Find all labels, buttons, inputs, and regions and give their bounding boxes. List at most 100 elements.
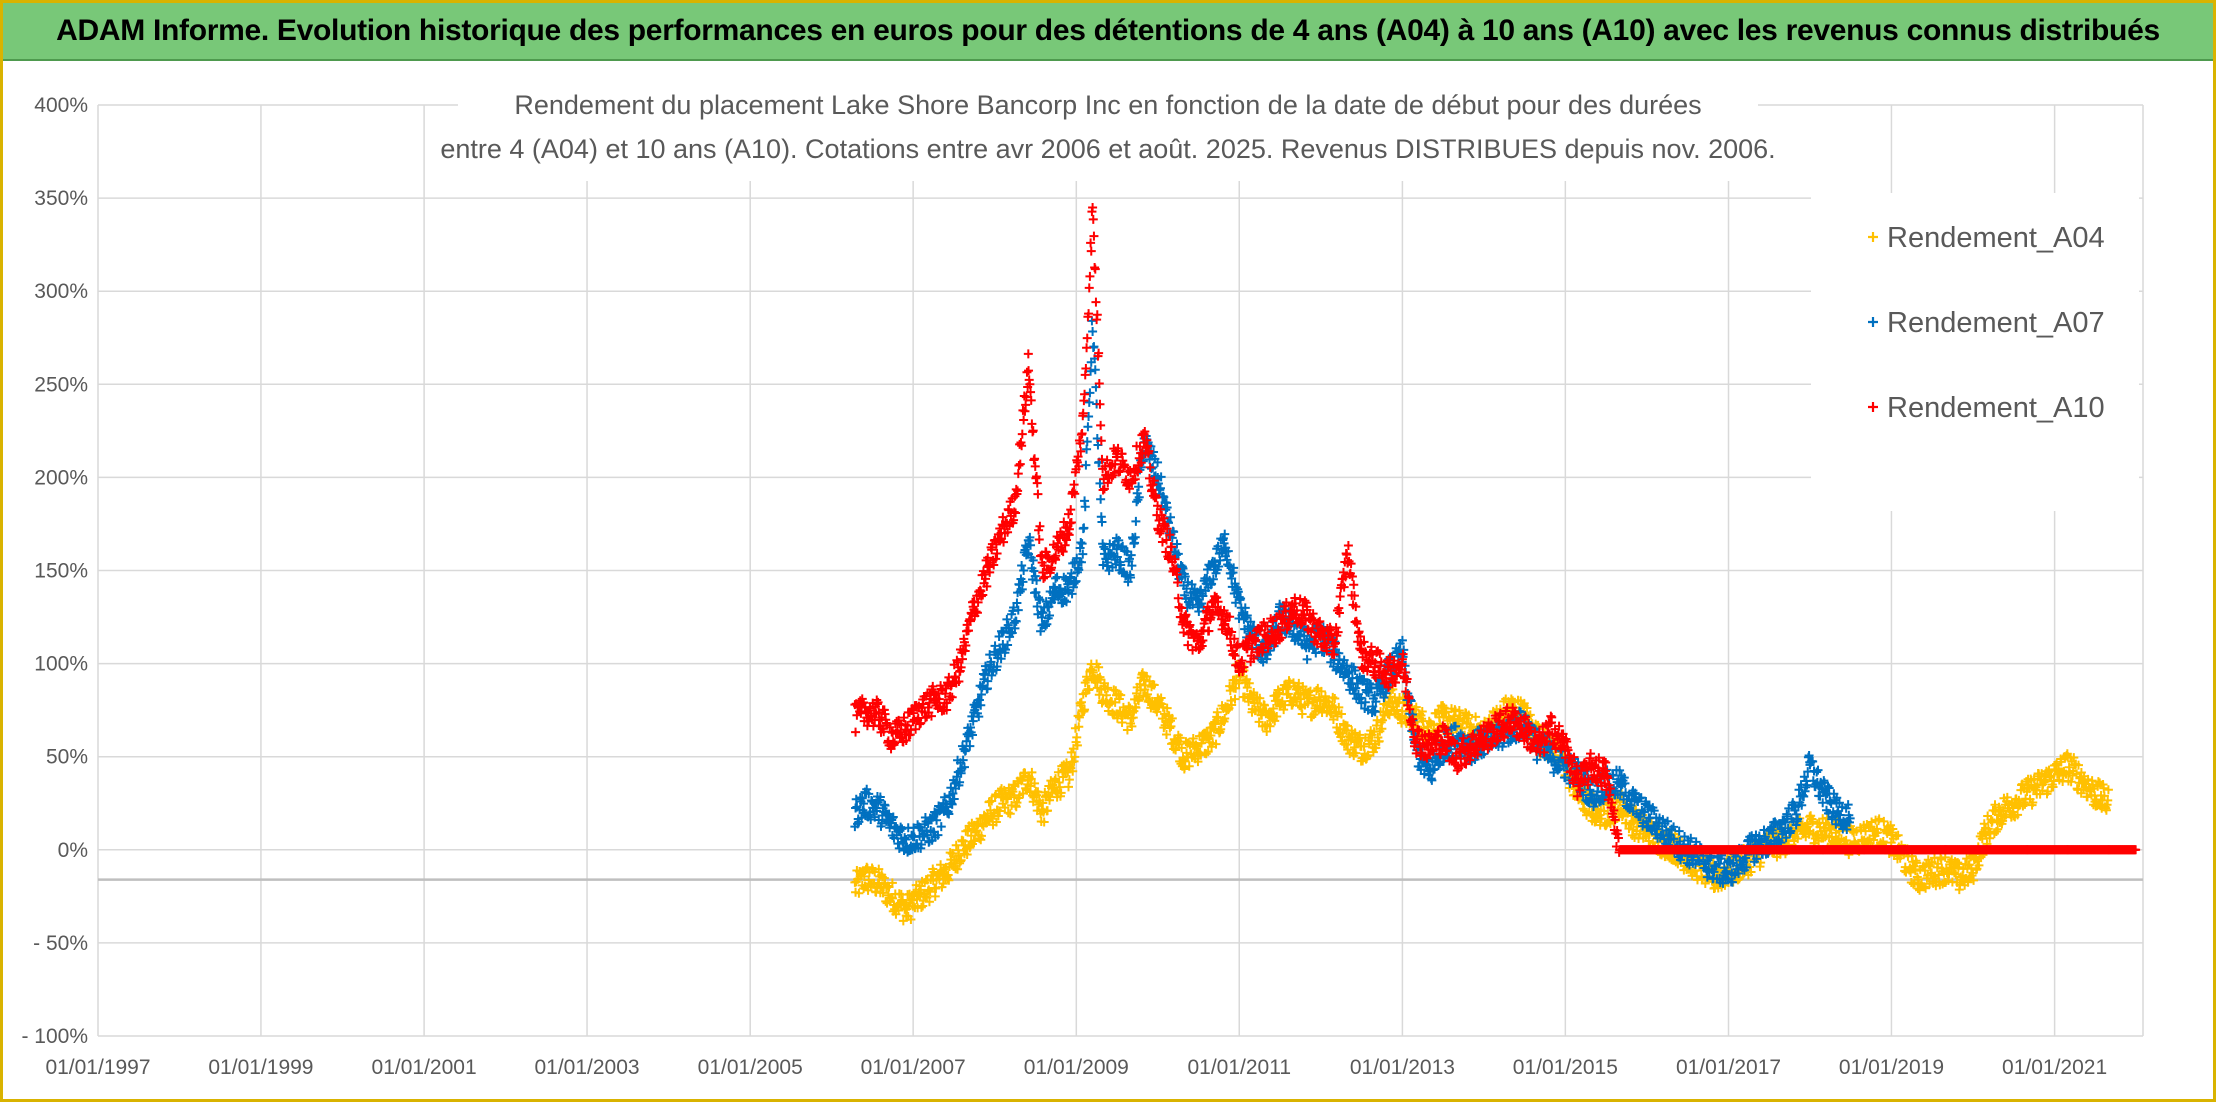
data-point-marker [940,792,950,802]
data-point-marker [1084,397,1094,407]
report-title: ADAM Informe. Evolution historique des p… [56,14,2160,47]
data-point-marker [1142,671,1152,681]
data-point-marker [1051,573,1061,583]
data-point-marker [1180,756,1190,766]
data-point-marker [1015,459,1025,469]
data-point-marker [1272,712,1282,722]
y-tick-label: 150% [34,560,88,583]
data-point-marker [1034,535,1044,545]
data-point-marker [898,916,908,926]
data-point-marker [1392,705,1402,715]
data-point-marker [1017,561,1027,571]
data-point-marker [1074,722,1084,732]
data-point-marker [1590,817,1600,827]
data-point-marker [1017,429,1027,439]
data-point-marker [1088,326,1098,336]
data-point-marker [1335,591,1345,601]
data-point-marker [1341,740,1351,750]
data-point-marker [1268,703,1278,713]
data-point-marker [1082,675,1092,685]
y-tick-label: 350% [34,187,88,210]
data-point-marker [1411,702,1421,712]
x-tick-label: 01/01/2009 [1024,1056,1129,1079]
data-point-marker [1206,731,1216,741]
data-point-marker [1193,757,1203,767]
data-point-marker [1039,817,1049,827]
report-banner: ADAM Informe. Evolution historique des p… [3,3,2213,61]
data-point-marker [1196,750,1206,760]
data-point-marker [1082,343,1092,353]
data-point-marker [1244,678,1254,688]
data-point-marker [1355,730,1365,740]
data-point-marker [1012,798,1022,808]
data-point-marker [1014,461,1024,471]
data-point-marker [1297,709,1307,719]
data-point-marker [976,831,986,841]
data-point-marker [1300,596,1310,606]
data-point-marker [1621,818,1631,828]
data-point-marker [1094,662,1104,672]
data-point-marker [1374,736,1384,746]
data-point-marker [1159,709,1169,719]
data-point-marker [1471,712,1481,722]
data-point-marker [1522,703,1532,713]
data-point-marker [1302,654,1312,664]
data-point-marker [1072,740,1082,750]
data-point-marker [924,885,934,895]
x-tick-label: 01/01/2001 [372,1056,477,1079]
data-point-marker [1083,422,1093,432]
data-point-marker [1378,715,1388,725]
data-point-marker [1580,806,1590,816]
data-point-marker [1038,573,1048,583]
data-point-marker [1064,775,1074,785]
data-point-marker [1167,713,1177,723]
data-point-marker [1331,707,1341,717]
data-point-marker [1265,721,1275,731]
data-point-marker [1077,539,1087,549]
data-point-marker [1182,748,1192,758]
data-point-marker [1354,627,1364,637]
data-point-marker [938,879,948,889]
data-point-marker [1019,415,1029,425]
data-point-marker [1349,580,1359,590]
data-point-marker [995,806,1005,816]
data-point-marker [1177,743,1187,753]
data-point-marker [1070,752,1080,762]
data-point-marker [1438,701,1448,711]
data-point-marker [1204,626,1214,636]
data-point-marker [958,836,968,846]
data-point-marker [1091,297,1101,307]
data-point-marker [1166,721,1176,731]
chart-area: 400% 350% 300% 250% 200% 150% 100% 50% 0% - 50% - … [3,61,2213,1099]
data-point-marker [956,855,966,865]
data-point-marker [1011,616,1021,626]
data-point-marker [1519,698,1529,708]
data-point-marker [1097,517,1107,527]
data-point-marker [1055,782,1065,792]
data-point-marker [1058,772,1068,782]
data-point-marker [1363,750,1373,760]
data-point-marker [948,848,958,858]
data-point-marker [1336,709,1346,719]
data-point-marker [1092,310,1102,320]
y-tick-label: 400% [34,94,88,117]
data-point-marker [1069,480,1079,490]
data-point-marker [930,891,940,901]
data-point-marker [1597,814,1607,824]
data-point-marker [1330,694,1340,704]
scatter-chart: 400%350%300%250%200%150%100%50%0%- 50%- … [21,69,2144,1079]
x-tick-label: 01/01/2019 [1839,1056,1944,1079]
x-tick-label: 01/01/2013 [1350,1056,1455,1079]
data-point-marker [1033,489,1043,499]
data-point-marker [1019,566,1029,576]
data-point-marker [936,822,946,832]
data-point-marker [1092,683,1102,693]
data-point-marker [1005,809,1015,819]
data-point-marker [887,878,897,888]
data-point-marker [1259,700,1269,710]
data-point-marker [1068,766,1078,776]
data-point-marker [1076,697,1086,707]
data-point-marker [1220,714,1230,724]
data-point-marker [851,727,861,737]
y-tick-label: 300% [34,280,88,303]
